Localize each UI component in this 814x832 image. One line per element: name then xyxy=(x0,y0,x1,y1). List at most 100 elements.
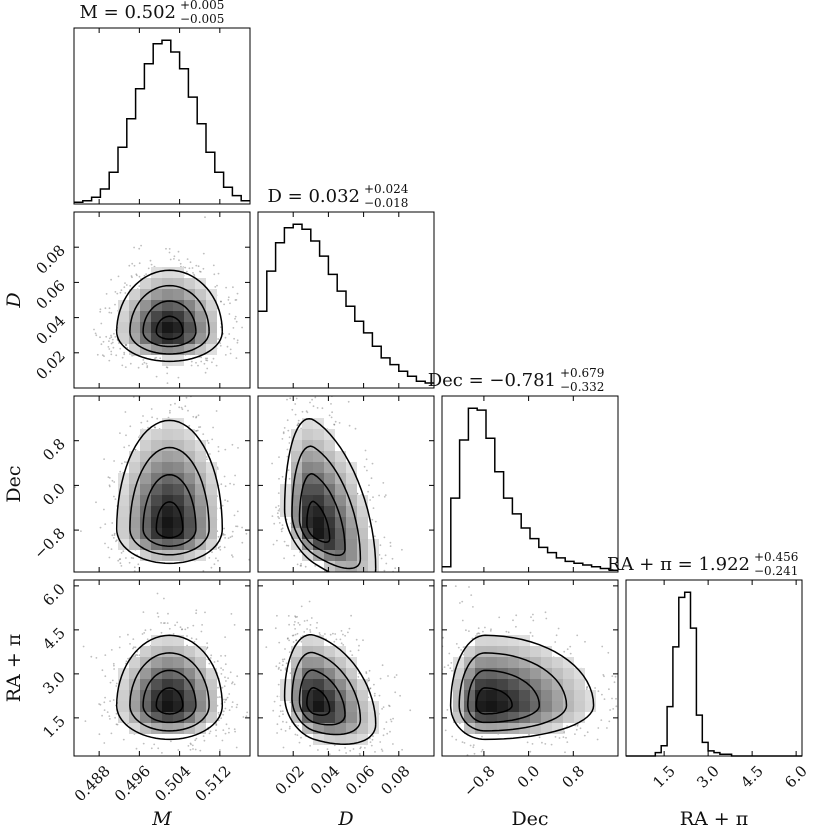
sample-point xyxy=(347,590,349,592)
density-cell xyxy=(184,322,195,333)
sample-point xyxy=(295,639,298,641)
sample-point xyxy=(104,523,107,525)
density-cell xyxy=(464,690,475,701)
sample-point xyxy=(275,665,278,668)
sample-point xyxy=(284,648,286,650)
sample-point xyxy=(555,634,558,637)
sample-point xyxy=(225,680,227,682)
sample-point xyxy=(195,416,197,419)
sample-point xyxy=(227,299,230,301)
density-cell xyxy=(453,712,464,723)
y-tick-label-D: 0.06 xyxy=(32,277,68,313)
x-tick-label-Dec: 0.8 xyxy=(558,762,588,792)
sample-point xyxy=(169,411,171,414)
sample-point xyxy=(210,566,213,569)
density-cell xyxy=(530,646,541,657)
density-cell xyxy=(346,473,357,484)
sample-point xyxy=(105,293,108,295)
density-cell xyxy=(313,539,324,550)
sample-point xyxy=(224,676,226,679)
density-cell xyxy=(129,344,140,355)
density-cell xyxy=(206,322,217,333)
sample-point xyxy=(512,619,514,622)
sample-point xyxy=(143,361,146,364)
sample-point xyxy=(432,702,434,704)
density-cell xyxy=(195,495,206,506)
sample-point xyxy=(385,562,388,565)
sample-point xyxy=(309,624,312,626)
density-cell xyxy=(140,278,151,289)
density-cell xyxy=(552,679,563,690)
sample-point xyxy=(306,619,309,622)
density-cell xyxy=(302,429,313,440)
sample-point xyxy=(98,733,101,736)
sample-point xyxy=(102,340,105,343)
sample-point xyxy=(169,258,172,261)
sample-point xyxy=(94,332,97,335)
sample-point xyxy=(216,284,218,287)
density-cell xyxy=(563,690,574,701)
density-cell xyxy=(453,668,464,679)
density-cell xyxy=(313,462,324,473)
sample-point xyxy=(365,671,368,673)
sample-point xyxy=(350,765,352,767)
density-cell xyxy=(530,723,541,734)
sample-point xyxy=(166,622,169,624)
sample-point xyxy=(624,697,626,699)
sample-point xyxy=(235,299,238,301)
density-cell xyxy=(184,344,195,355)
sample-point xyxy=(597,690,600,693)
density-Dec-D xyxy=(280,418,379,572)
density-cell xyxy=(335,495,346,506)
sample-point xyxy=(459,602,461,604)
sample-point xyxy=(278,522,281,524)
sample-point xyxy=(278,641,281,644)
sample-point xyxy=(107,546,110,549)
sample-point xyxy=(193,640,196,643)
sample-point xyxy=(163,370,165,372)
sample-point xyxy=(328,753,331,756)
density-cell xyxy=(184,528,195,539)
sample-point xyxy=(245,715,248,718)
y-tick-label-RA: 6.0 xyxy=(39,580,69,610)
sample-point xyxy=(350,614,352,617)
density-cell xyxy=(195,440,206,451)
sample-point xyxy=(282,432,285,435)
contour-level-1 xyxy=(306,687,331,716)
density-cell xyxy=(162,635,173,646)
sample-point xyxy=(142,415,144,417)
sample-point xyxy=(82,645,85,648)
density-cell xyxy=(184,311,195,322)
sample-point xyxy=(135,747,138,750)
x-axis-label-D: D xyxy=(337,808,353,830)
density-cell xyxy=(129,462,140,473)
sample-point xyxy=(373,683,375,686)
panel-frame-RA-M xyxy=(73,579,251,757)
x-tick-label-D: 0.02 xyxy=(272,762,308,798)
sample-point xyxy=(187,409,189,412)
density-cell xyxy=(173,451,184,462)
sample-point xyxy=(399,694,401,697)
sample-point xyxy=(505,630,508,633)
sample-point xyxy=(123,353,126,356)
sample-point xyxy=(378,594,380,596)
sample-point xyxy=(227,296,230,299)
density-cell xyxy=(206,701,217,712)
sample-point xyxy=(465,629,467,632)
sample-point xyxy=(296,734,299,736)
sample-point xyxy=(236,341,239,344)
density-cell xyxy=(162,550,173,561)
sample-point xyxy=(276,614,278,617)
sample-point xyxy=(195,264,198,267)
sample-point xyxy=(137,563,140,566)
sample-point xyxy=(294,628,296,630)
title-upper-error: +0.024 xyxy=(364,182,409,196)
y-tick-label-Dec: 0.8 xyxy=(39,435,69,465)
sample-point xyxy=(133,264,136,267)
sample-point xyxy=(206,439,209,442)
sample-point xyxy=(125,434,127,437)
sample-point xyxy=(480,750,483,753)
sample-point xyxy=(461,619,464,622)
density-cell xyxy=(280,495,291,506)
density-cell xyxy=(184,300,195,311)
